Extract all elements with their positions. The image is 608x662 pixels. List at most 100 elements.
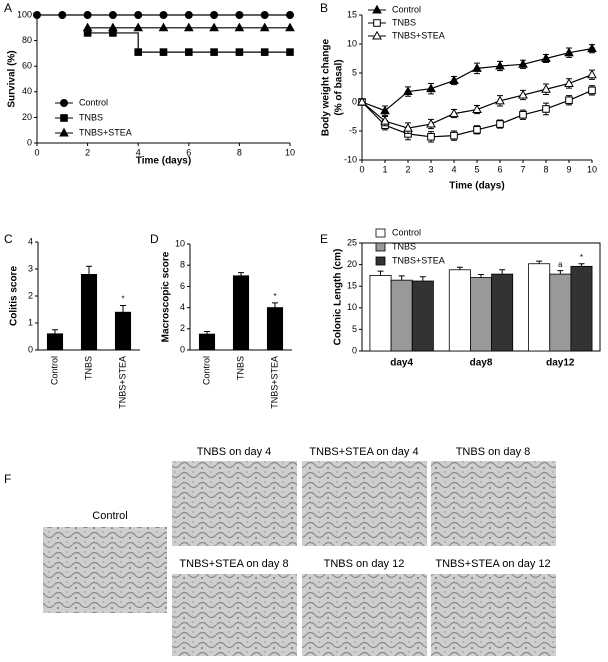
error-bar: [238, 272, 244, 276]
bar: [232, 275, 250, 351]
legend-marker: [373, 19, 381, 27]
panel-label: E: [320, 232, 328, 246]
data-point: [495, 95, 505, 105]
image-caption: TNBS+STEA on day 4: [309, 446, 418, 458]
y-tick-label: 15: [347, 281, 357, 291]
error-bar: [377, 270, 384, 276]
y-tick-label: 100: [17, 9, 32, 19]
y-tick-label: 15: [347, 9, 357, 19]
x-tick-label: 2: [405, 164, 410, 174]
x-tick-label: 5: [474, 164, 479, 174]
legend-marker: [59, 127, 69, 137]
data-point: [449, 75, 459, 85]
data-point: [285, 22, 295, 32]
panel-label: B: [320, 1, 328, 15]
y-tick-label: 0: [27, 137, 32, 147]
bar: [46, 333, 64, 351]
error-bar: [536, 260, 543, 264]
histology-image: [431, 461, 556, 546]
x-tick-label: 9: [566, 164, 571, 174]
bar: [570, 265, 593, 352]
x-tick-label: day4: [390, 358, 413, 369]
bar: [369, 274, 392, 352]
bar: [266, 307, 284, 351]
data-point: [473, 126, 481, 134]
y-tick-label: 5: [352, 324, 357, 334]
data-point: [134, 48, 142, 56]
data-point: [426, 83, 436, 93]
y-axis-title: Colonic Length (cm): [333, 249, 344, 346]
x-tick-label: 2: [85, 147, 90, 157]
y-tick-label: 8: [180, 260, 185, 270]
data-point: [449, 108, 459, 118]
y-tick-label: 4: [28, 236, 33, 246]
data-point: [426, 118, 436, 128]
significance-mark: a: [558, 260, 563, 269]
data-point: [158, 22, 169, 32]
data-point: [83, 11, 92, 19]
y-axis-title: (% of basal): [334, 59, 345, 115]
y-tick-label: 4: [180, 302, 185, 312]
y-tick-label: 10: [175, 238, 185, 248]
x-tick-label: Control: [49, 356, 59, 385]
y-tick-label: 10: [347, 302, 357, 312]
data-point: [259, 22, 270, 32]
bar: [80, 273, 98, 351]
legend-marker: [372, 4, 382, 14]
x-tick-label: Control: [201, 356, 211, 385]
x-tick-label: 8: [543, 164, 548, 174]
y-tick-label: 1: [28, 317, 33, 327]
image-caption: TNBS on day 4: [197, 446, 272, 458]
data-point: [519, 110, 527, 119]
x-tick-label: 8: [237, 147, 242, 157]
legend-swatch: [375, 256, 386, 266]
data-point: [518, 89, 528, 99]
y-tick-label: -5: [349, 125, 357, 135]
data-point: [235, 11, 244, 19]
image-caption: Control: [92, 510, 127, 522]
legend-label: Control: [392, 4, 421, 14]
y-axis-title: Body weight change: [321, 38, 332, 136]
histology-image: [172, 461, 297, 546]
histology-image: [172, 574, 297, 656]
y-tick-label: 5: [352, 67, 357, 77]
legend-label: TNBS+STEA: [392, 255, 445, 265]
legend-label: TNBS+STEA: [79, 127, 132, 137]
y-tick-label: 0: [28, 344, 33, 354]
x-tick-label: 7: [520, 164, 525, 174]
bar: [448, 269, 471, 352]
legend-label: TNBS+STEA: [392, 30, 445, 40]
error-bar: [272, 302, 278, 308]
bar: [528, 263, 551, 352]
legend-label: TNBS: [392, 241, 416, 251]
data-point: [210, 48, 218, 56]
data-point: [234, 22, 245, 32]
y-tick-label: 2: [180, 323, 185, 333]
data-point: [286, 48, 294, 56]
y-tick-label: 0: [352, 96, 357, 106]
data-point: [58, 11, 67, 19]
data-point: [159, 11, 168, 19]
data-point: [588, 86, 596, 95]
bar: [549, 273, 572, 352]
step-line: [112, 32, 139, 53]
x-tick-label: day8: [470, 358, 493, 369]
image-caption: TNBS+STEA on day 8: [179, 558, 288, 570]
data-point: [108, 22, 118, 32]
legend-label: TNBS: [392, 17, 416, 27]
x-axis-title: Time (days): [136, 156, 191, 167]
data-point: [403, 122, 413, 132]
data-point: [235, 48, 244, 56]
histology-image: [302, 574, 427, 656]
error-bar: [578, 263, 585, 267]
x-tick-label: 1: [382, 164, 387, 174]
bar: [198, 333, 216, 351]
data-point: [183, 22, 194, 32]
y-axis-title: Macroscopic score: [161, 251, 172, 342]
error-bar: [478, 274, 484, 278]
y-tick-label: 40: [22, 86, 32, 96]
data-point: [495, 60, 505, 70]
error-bar: [557, 270, 564, 275]
x-axis-title: Time (days): [449, 181, 504, 192]
